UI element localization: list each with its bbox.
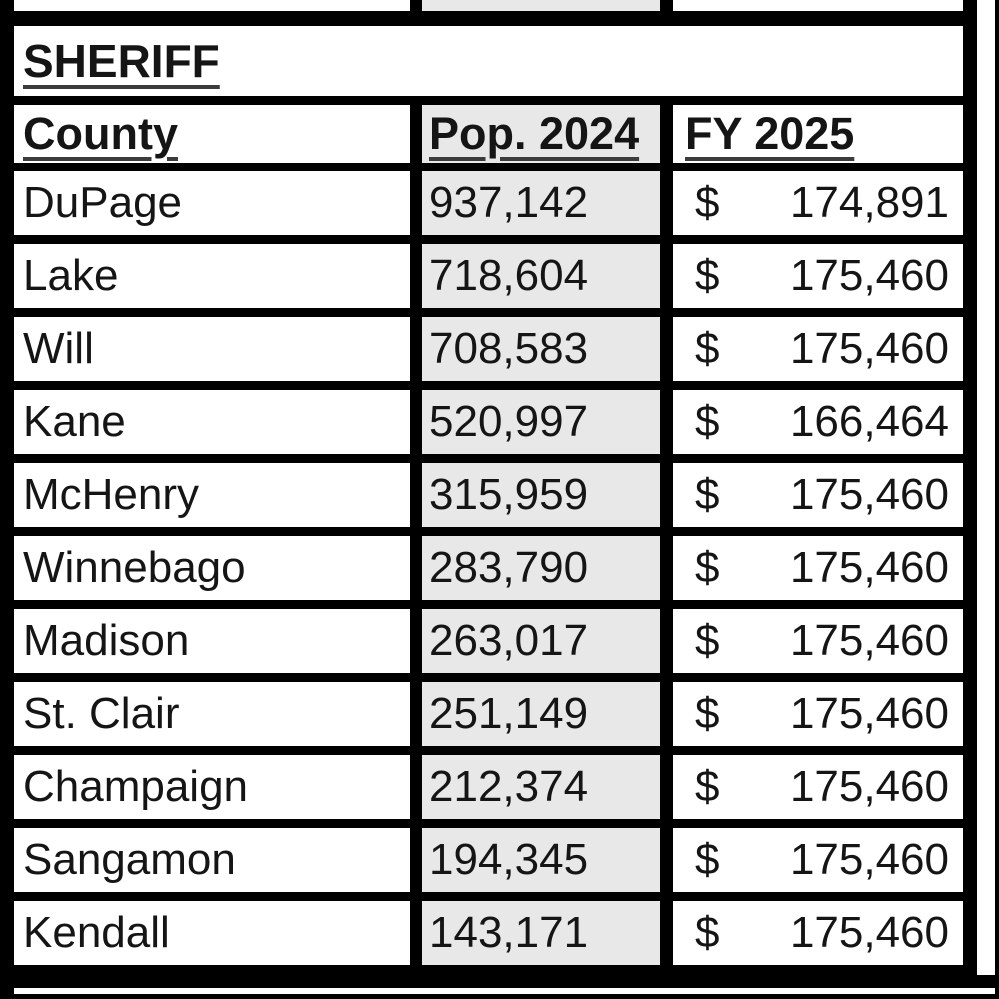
- population-cell: 315,959: [422, 463, 660, 527]
- county-cell: DuPage: [14, 171, 410, 235]
- amount-value: 175,460: [789, 616, 949, 665]
- amount-cell: $ 175,460: [673, 463, 963, 527]
- column-header-county-label: County: [23, 108, 178, 159]
- section-title-cell: SHERIFF: [14, 26, 963, 96]
- county-cell: Will: [14, 317, 410, 381]
- dollar-sign: $: [695, 324, 720, 373]
- amount-value: 166,464: [789, 397, 949, 446]
- population-cell: 194,345: [422, 828, 660, 892]
- adjacent-column-sliver: [977, 0, 995, 975]
- dollar-sign: $: [695, 762, 720, 811]
- county-cell: Madison: [14, 609, 410, 673]
- section-title: SHERIFF: [23, 35, 220, 87]
- table-row: St. Clair 251,149 $ 175,460: [14, 682, 963, 746]
- population-cell: 251,149: [422, 682, 660, 746]
- dollar-sign: $: [695, 616, 720, 665]
- amount-cell: $ 175,460: [673, 828, 963, 892]
- amount-value: 175,460: [789, 324, 949, 373]
- table-row: Kane 520,997 $ 166,464: [14, 390, 963, 454]
- column-header-pop-label: Pop. 2024: [429, 108, 640, 159]
- amount-value: 174,891: [789, 178, 949, 227]
- column-header-fy-label: FY 2025: [685, 108, 855, 159]
- dollar-sign: $: [695, 835, 720, 884]
- column-header-fy: FY 2025: [673, 105, 963, 163]
- amount-cell: $ 175,460: [673, 536, 963, 600]
- population-cell: 937,142: [422, 171, 660, 235]
- dollar-sign: $: [695, 689, 720, 738]
- table-row: McHenry 315,959 $ 175,460: [14, 463, 963, 527]
- population-cell: 718,604: [422, 244, 660, 308]
- population-cell: 212,374: [422, 755, 660, 819]
- amount-cell: $ 166,464: [673, 390, 963, 454]
- amount-value: 175,460: [789, 762, 949, 811]
- table-row: Champaign 212,374 $ 175,460: [14, 755, 963, 819]
- amount-cell: $ 174,891: [673, 171, 963, 235]
- population-cell: 283,790: [422, 536, 660, 600]
- amount-cell: $ 175,460: [673, 682, 963, 746]
- amount-value: 175,460: [789, 470, 949, 519]
- amount-value: 175,460: [789, 908, 949, 957]
- dollar-sign: $: [695, 543, 720, 592]
- amount-cell: $ 175,460: [673, 609, 963, 673]
- cropped-cell: [422, 0, 660, 11]
- dollar-sign: $: [695, 908, 720, 957]
- population-cell: 143,171: [422, 901, 660, 965]
- cropped-row-above: [14, 0, 963, 11]
- county-cell: Sangamon: [14, 828, 410, 892]
- county-cell: Winnebago: [14, 536, 410, 600]
- population-cell: 708,583: [422, 317, 660, 381]
- amount-value: 175,460: [789, 835, 949, 884]
- dollar-sign: $: [695, 397, 720, 446]
- dollar-sign: $: [695, 251, 720, 300]
- amount-cell: $ 175,460: [673, 755, 963, 819]
- county-cell: St. Clair: [14, 682, 410, 746]
- amount-value: 175,460: [789, 689, 949, 738]
- column-header-county: County: [14, 105, 410, 163]
- table-row: Will 708,583 $ 175,460: [14, 317, 963, 381]
- table-row: Lake 718,604 $ 175,460: [14, 244, 963, 308]
- amount-value: 175,460: [789, 543, 949, 592]
- table-row: Kendall 143,171 $ 175,460: [14, 901, 963, 965]
- table-header-row: County Pop. 2024 FY 2025: [14, 105, 963, 163]
- amount-cell: $ 175,460: [673, 317, 963, 381]
- county-cell: Champaign: [14, 755, 410, 819]
- cropped-cell: [14, 0, 410, 11]
- county-cell: Kendall: [14, 901, 410, 965]
- table-rows: DuPage 937,142 $ 174,891 Lake 718,604 $ …: [0, 171, 999, 965]
- section-title-row: SHERIFF: [14, 26, 963, 96]
- column-header-pop: Pop. 2024: [422, 105, 660, 163]
- amount-value: 175,460: [789, 251, 949, 300]
- table-row: Winnebago 283,790 $ 175,460: [14, 536, 963, 600]
- population-cell: 520,997: [422, 390, 660, 454]
- cropped-cell: [673, 0, 963, 11]
- county-cell: Kane: [14, 390, 410, 454]
- amount-cell: $ 175,460: [673, 244, 963, 308]
- dollar-sign: $: [695, 178, 720, 227]
- county-cell: Lake: [14, 244, 410, 308]
- table-row: Madison 263,017 $ 175,460: [14, 609, 963, 673]
- population-cell: 263,017: [422, 609, 660, 673]
- table-row: Sangamon 194,345 $ 175,460: [14, 828, 963, 892]
- amount-cell: $ 175,460: [673, 901, 963, 965]
- table-row: DuPage 937,142 $ 174,891: [14, 171, 963, 235]
- county-cell: McHenry: [14, 463, 410, 527]
- dollar-sign: $: [695, 470, 720, 519]
- cropped-row-below: [14, 988, 995, 994]
